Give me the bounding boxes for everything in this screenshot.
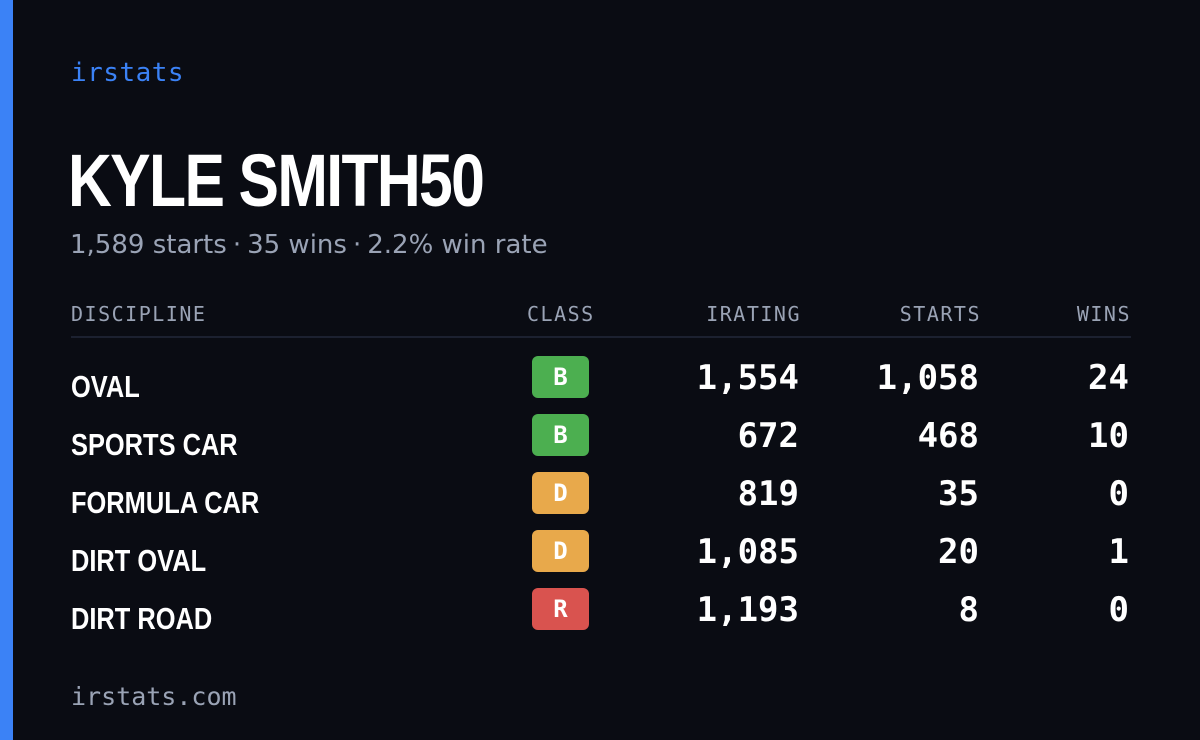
starts-value: 468 — [917, 416, 979, 456]
starts-value: 1,058 — [876, 358, 979, 398]
driver-name: KYLE SMITH50 — [68, 139, 485, 222]
wins-value: 0 — [1108, 474, 1129, 514]
starts-value: 35 — [938, 474, 979, 514]
class-badge: B — [532, 414, 589, 456]
footer-site-link[interactable]: irstats.com — [71, 682, 237, 711]
class-badge: D — [532, 472, 589, 514]
irating-value: 672 — [737, 416, 799, 456]
class-badge: B — [532, 356, 589, 398]
discipline-name: DIRT ROAD — [71, 601, 213, 636]
table-row: DIRT ROAD R 1,193 8 0 — [71, 586, 1131, 644]
header-discipline: DISCIPLINE — [71, 302, 207, 326]
table-row: SPORTS CAR B 672 468 10 — [71, 412, 1131, 470]
header-starts: STARTS — [899, 302, 981, 326]
summary-separator: · — [232, 230, 242, 260]
starts-value: 8 — [958, 590, 979, 630]
summary-win-rate: 2.2% win rate — [367, 230, 548, 260]
wins-value: 1 — [1108, 532, 1129, 572]
table-row: OVAL B 1,554 1,058 24 — [71, 354, 1131, 412]
irating-value: 819 — [737, 474, 799, 514]
discipline-name: OVAL — [71, 369, 140, 404]
wins-value: 10 — [1088, 416, 1129, 456]
summary-starts: 1,589 starts — [70, 230, 227, 260]
discipline-name: SPORTS CAR — [71, 427, 238, 462]
accent-bar — [0, 0, 13, 740]
class-badge: D — [532, 530, 589, 572]
header-class: CLASS — [527, 302, 595, 326]
starts-value: 20 — [938, 532, 979, 572]
irating-value: 1,085 — [696, 532, 799, 572]
summary-wins: 35 wins — [247, 230, 347, 260]
driver-summary: 1,589 starts · 35 wins · 2.2% win rate — [70, 228, 548, 262]
discipline-name: DIRT OVAL — [71, 543, 207, 578]
summary-separator: · — [352, 230, 362, 260]
irating-value: 1,554 — [696, 358, 799, 398]
table-header: DISCIPLINE CLASS IRATING STARTS WINS — [71, 296, 1131, 338]
discipline-table: DISCIPLINE CLASS IRATING STARTS WINS OVA… — [71, 296, 1131, 644]
irating-value: 1,193 — [696, 590, 799, 630]
brand-logo-text[interactable]: irstats — [71, 58, 185, 88]
table-row: FORMULA CAR D 819 35 0 — [71, 470, 1131, 528]
wins-value: 24 — [1088, 358, 1129, 398]
class-badge: R — [532, 588, 589, 630]
header-irating: IRATING — [706, 302, 801, 326]
discipline-name: FORMULA CAR — [71, 485, 260, 520]
wins-value: 0 — [1108, 590, 1129, 630]
table-row: DIRT OVAL D 1,085 20 1 — [71, 528, 1131, 586]
header-wins: WINS — [1076, 302, 1131, 326]
table-body: OVAL B 1,554 1,058 24 SPORTS CAR B 672 4… — [71, 354, 1131, 644]
